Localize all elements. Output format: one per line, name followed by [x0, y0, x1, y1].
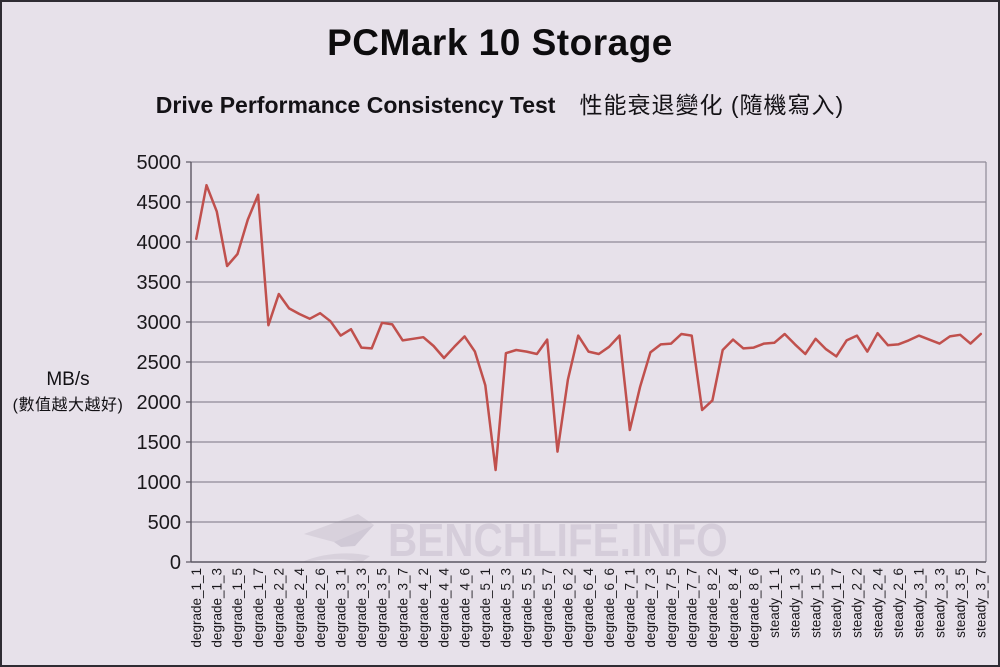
- y-tick-label: 1000: [137, 472, 182, 494]
- x-tick-label: steady_2_2: [850, 568, 865, 638]
- x-tick-label: degrade_8_6: [746, 568, 761, 648]
- x-tick-label: degrade_7_3: [643, 568, 658, 648]
- x-tick-label: steady_3_1: [912, 568, 927, 638]
- y-tick-label: 2000: [137, 392, 182, 414]
- x-tick-label: degrade_2_2: [271, 568, 286, 648]
- x-tick-label: degrade_6_4: [581, 568, 596, 648]
- y-tick-label: 4000: [137, 232, 182, 254]
- x-tick-label: degrade_7_7: [684, 568, 699, 648]
- x-tick-label: degrade_3_3: [354, 568, 369, 648]
- x-tick-label: degrade_3_5: [375, 568, 390, 648]
- x-tick-label: steady_3_5: [953, 568, 968, 638]
- chart-title: PCMark 10 Storage: [327, 22, 673, 63]
- x-tick-label: degrade_6_6: [602, 568, 617, 648]
- x-tick-label: degrade_3_1: [333, 568, 348, 648]
- x-tick-label: steady_1_1: [767, 568, 782, 638]
- x-tick-label: steady_3_7: [974, 568, 989, 638]
- x-tick-label: degrade_1_1: [189, 568, 204, 648]
- x-tick-label: degrade_4_4: [437, 568, 452, 648]
- x-tick-label: degrade_4_2: [416, 568, 431, 648]
- x-tick-label: degrade_8_4: [726, 568, 741, 648]
- y-axis-unit-label: MB/s: [46, 369, 90, 390]
- x-tick-label: degrade_5_3: [499, 568, 514, 648]
- chart-subtitle-en: Drive Performance Consistency Test: [155, 92, 556, 118]
- y-tick-label: 0: [170, 552, 181, 574]
- x-tick-label: degrade_1_3: [210, 568, 225, 648]
- y-tick-label: 1500: [137, 432, 182, 454]
- y-axis-title: MB/s (數值越大越好): [2, 365, 134, 419]
- x-tick-label: degrade_7_5: [664, 568, 679, 648]
- x-tick-label: degrade_5_1: [478, 568, 493, 648]
- data-series-line: [194, 183, 983, 472]
- x-tick-label: degrade_6_2: [561, 568, 576, 648]
- y-tick-label: 3000: [137, 312, 182, 334]
- x-tick-label: degrade_5_5: [519, 568, 534, 648]
- x-tick-label: degrade_5_7: [540, 568, 555, 648]
- x-tick-label: steady_1_7: [829, 568, 844, 638]
- x-tick-label: steady_1_5: [808, 568, 823, 638]
- y-tick-label: 5000: [137, 152, 182, 174]
- x-tick-label: steady_3_3: [932, 568, 947, 638]
- y-axis-note-label: (數值越大越好): [12, 397, 124, 415]
- x-tick-label: degrade_2_6: [313, 568, 328, 648]
- x-tick-label: degrade_3_7: [395, 568, 410, 648]
- y-tick-label: 500: [148, 512, 181, 534]
- y-tick-label: 4500: [137, 192, 182, 214]
- x-tick-label: degrade_4_6: [457, 568, 472, 648]
- chart-subtitle-zh: 性能衰退變化 (隨機寫入): [579, 92, 845, 118]
- y-tick-label: 2500: [137, 352, 182, 374]
- x-tick-label: steady_1_3: [788, 568, 803, 638]
- x-tick-label: steady_2_4: [870, 568, 885, 638]
- chart-subtitle: Drive Performance Consistency Test 性能衰退變…: [2, 86, 998, 120]
- y-tick-label: 3500: [137, 272, 182, 294]
- x-tick-label: degrade_1_7: [251, 568, 266, 648]
- x-tick-label: degrade_2_4: [292, 568, 307, 648]
- x-tick-label: degrade_1_5: [230, 568, 245, 648]
- x-tick-label: degrade_8_2: [705, 568, 720, 648]
- x-tick-label: steady_2_6: [891, 568, 906, 638]
- x-tick-label: degrade_7_1: [623, 568, 638, 648]
